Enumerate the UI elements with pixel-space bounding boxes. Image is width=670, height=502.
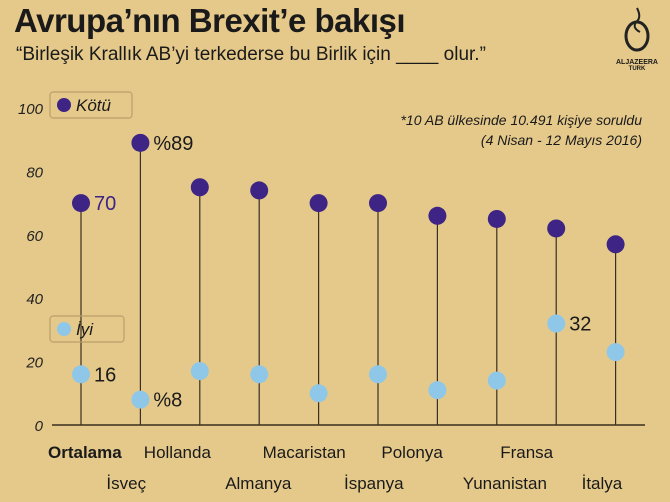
kotu-point: [487, 209, 506, 228]
category-label: İsveç: [106, 474, 146, 493]
category-label: Almanya: [225, 474, 292, 493]
logo-name: ALJAZEERA: [615, 59, 658, 66]
y-tick-label: 100: [18, 101, 44, 118]
legend-kotu-marker: [57, 98, 71, 112]
page-title: Avrupa’nın Brexit’e bakışı: [14, 2, 406, 39]
legend-kotu-label: Kötü: [76, 96, 112, 115]
y-tick-label: 60: [26, 228, 43, 245]
kotu-point: [72, 194, 90, 213]
category-label: Hollanda: [144, 443, 212, 462]
iyi-point: [606, 343, 625, 362]
legend-iyi-label: İyi: [76, 320, 94, 339]
category-label: Macaristan: [263, 443, 346, 462]
kotu-point: [131, 133, 150, 152]
logo-calligraphy-icon: [624, 7, 650, 52]
data-label: %89: [153, 133, 193, 155]
note-line-2: (4 Nisan - 12 Mayıs 2016): [480, 132, 642, 148]
survey-note: *10 AB ülkesinde 10.491 kişiye soruldu (…: [400, 110, 642, 150]
logo-sub: TURK: [628, 66, 646, 72]
data-label: 32: [569, 314, 591, 336]
iyi-point: [131, 390, 150, 409]
kotu-point: [606, 235, 625, 254]
kotu-point: [547, 219, 566, 238]
category-label: Yunanistan: [463, 474, 547, 493]
legend-iyi-marker: [57, 322, 71, 336]
legend-box: [49, 91, 133, 119]
category-label: İtalya: [582, 474, 623, 493]
subtitle: “Birleşik Krallık AB’yi terkederse bu Bi…: [16, 44, 486, 65]
y-tick-label: 80: [26, 164, 43, 181]
iyi-point: [72, 365, 90, 384]
y-tick-label: 0: [35, 418, 44, 435]
kotu-point: [190, 178, 209, 197]
iyi-point: [487, 371, 506, 390]
category-label: Polonya: [381, 443, 443, 462]
iyi-point: [547, 314, 566, 333]
kotu-point: [309, 194, 328, 213]
legend-box: [49, 315, 125, 343]
iyi-point: [309, 384, 328, 403]
aljazeera-logo: ALJAZEERA TURK: [612, 6, 662, 72]
kotu-point: [250, 181, 269, 200]
data-label: %8: [153, 390, 182, 412]
iyi-point: [428, 381, 447, 400]
kotu-point: [428, 206, 447, 225]
y-tick-label: 20: [25, 355, 43, 372]
category-label: Fransa: [500, 443, 553, 462]
data-label: 16: [94, 364, 116, 386]
category-label: Ortalama: [48, 443, 122, 462]
iyi-point: [190, 362, 209, 381]
category-label: İspanya: [344, 474, 404, 493]
y-tick-label: 40: [26, 291, 43, 308]
iyi-point: [369, 365, 387, 384]
kotu-point: [369, 194, 387, 213]
note-line-1: *10 AB ülkesinde 10.491 kişiye soruldu: [400, 112, 642, 128]
iyi-point: [250, 365, 269, 384]
data-label: 70: [94, 193, 116, 215]
